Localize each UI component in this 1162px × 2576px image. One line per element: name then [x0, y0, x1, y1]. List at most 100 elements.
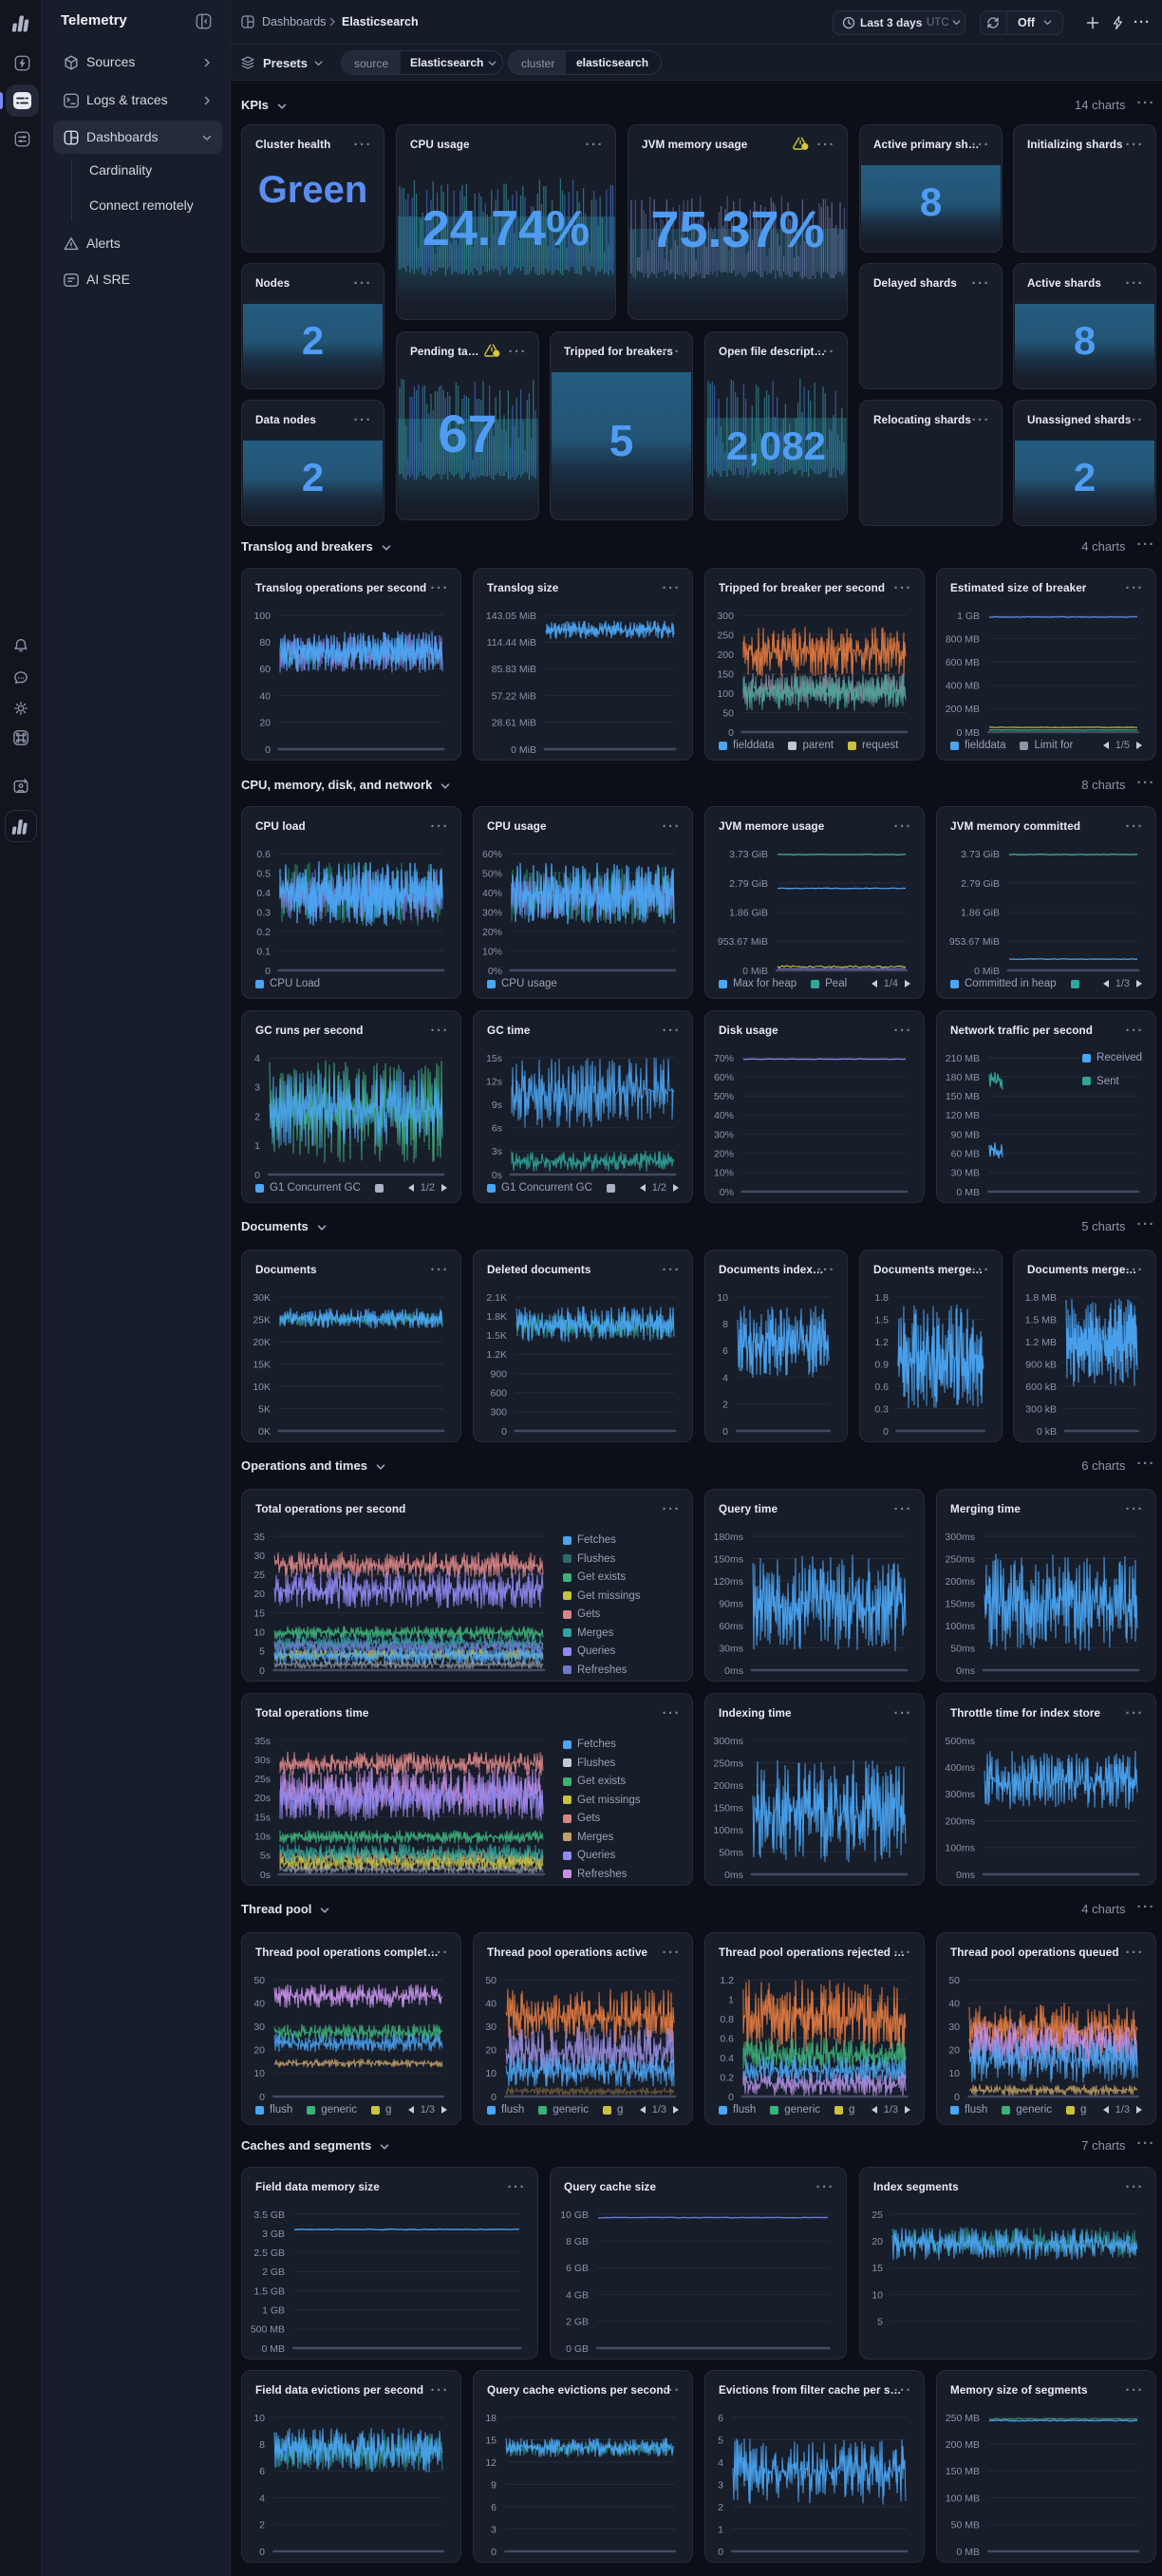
svg-text:60%: 60%	[714, 1072, 734, 1083]
svg-text:0.2: 0.2	[720, 2072, 734, 2083]
svg-text:30s: 30s	[254, 1755, 271, 1766]
svg-text:200: 200	[717, 649, 734, 661]
svg-text:0 MB: 0 MB	[261, 2343, 285, 2355]
svg-text:20%: 20%	[482, 927, 502, 938]
svg-text:5s: 5s	[260, 1851, 271, 1862]
svg-text:12: 12	[485, 2457, 497, 2469]
svg-text:0: 0	[259, 2547, 265, 2558]
svg-text:1.2: 1.2	[874, 1337, 889, 1348]
svg-text:30: 30	[253, 1551, 265, 1562]
svg-text:0.3: 0.3	[256, 907, 271, 918]
svg-text:35: 35	[253, 1532, 265, 1543]
svg-text:2.1K: 2.1K	[486, 1292, 507, 1304]
svg-text:0: 0	[265, 966, 271, 977]
svg-text:150: 150	[717, 668, 734, 680]
svg-text:30: 30	[485, 2021, 497, 2033]
svg-text:30%: 30%	[714, 1129, 734, 1140]
svg-text:250 MB: 250 MB	[946, 2413, 980, 2424]
svg-text:0s: 0s	[260, 1870, 271, 1881]
svg-text:3.73 GiB: 3.73 GiB	[961, 849, 1000, 860]
svg-text:40: 40	[485, 1998, 497, 2009]
svg-text:20: 20	[485, 2045, 497, 2057]
svg-text:0: 0	[728, 2092, 734, 2103]
svg-text:6: 6	[491, 2502, 497, 2513]
svg-text:150ms: 150ms	[713, 1802, 743, 1814]
svg-text:40%: 40%	[482, 888, 502, 899]
svg-text:1 GB: 1 GB	[262, 2305, 285, 2317]
svg-text:10 GB: 10 GB	[560, 2209, 589, 2221]
svg-text:25s: 25s	[254, 1774, 271, 1785]
svg-text:8 GB: 8 GB	[566, 2236, 589, 2247]
svg-text:143.05 MiB: 143.05 MiB	[486, 611, 536, 622]
svg-text:250ms: 250ms	[713, 1758, 743, 1769]
svg-text:2: 2	[254, 1111, 260, 1122]
svg-text:15K: 15K	[253, 1359, 271, 1370]
svg-text:90ms: 90ms	[719, 1598, 743, 1609]
svg-text:20: 20	[259, 718, 271, 729]
svg-text:100: 100	[253, 611, 271, 622]
svg-text:600: 600	[490, 1388, 507, 1400]
svg-text:300 kB: 300 kB	[1025, 1403, 1057, 1415]
svg-text:180ms: 180ms	[713, 1532, 743, 1543]
svg-text:0: 0	[728, 727, 734, 739]
svg-text:600 kB: 600 kB	[1025, 1382, 1057, 1393]
svg-text:0: 0	[718, 2547, 723, 2558]
svg-text:30%: 30%	[482, 907, 502, 918]
svg-text:200 MB: 200 MB	[946, 704, 980, 715]
svg-text:10K: 10K	[253, 1382, 271, 1393]
svg-text:800 MB: 800 MB	[946, 633, 980, 645]
svg-text:5: 5	[259, 1646, 265, 1658]
svg-text:50: 50	[722, 707, 734, 719]
svg-text:3.73 GiB: 3.73 GiB	[729, 849, 768, 860]
svg-text:10: 10	[253, 2413, 265, 2424]
svg-text:1.8K: 1.8K	[486, 1311, 507, 1323]
svg-text:120 MB: 120 MB	[946, 1110, 980, 1121]
svg-text:50: 50	[253, 1975, 265, 1986]
svg-text:1.2 MB: 1.2 MB	[1025, 1337, 1057, 1348]
svg-text:40%: 40%	[714, 1110, 734, 1121]
svg-text:5K: 5K	[258, 1403, 271, 1415]
svg-text:1.2K: 1.2K	[486, 1349, 507, 1361]
svg-text:100ms: 100ms	[945, 1843, 975, 1854]
svg-text:0 MB: 0 MB	[956, 2547, 980, 2558]
svg-text:3 GB: 3 GB	[262, 2228, 285, 2240]
svg-text:2.5 GB: 2.5 GB	[253, 2247, 285, 2259]
svg-text:200ms: 200ms	[945, 1576, 975, 1588]
svg-text:10: 10	[253, 2068, 265, 2079]
svg-text:0 MiB: 0 MiB	[974, 966, 1000, 977]
svg-text:60%: 60%	[482, 849, 502, 860]
svg-text:60 MB: 60 MB	[951, 1149, 980, 1160]
svg-text:0: 0	[491, 2092, 497, 2103]
svg-text:0s: 0s	[492, 1170, 502, 1181]
svg-text:200ms: 200ms	[945, 1815, 975, 1827]
svg-text:0%: 0%	[488, 966, 502, 977]
svg-text:1.2: 1.2	[720, 1975, 734, 1986]
svg-text:30 MB: 30 MB	[951, 1168, 980, 1179]
svg-text:18: 18	[485, 2413, 497, 2424]
svg-text:1: 1	[728, 1994, 734, 2005]
svg-text:2.79 GiB: 2.79 GiB	[961, 878, 1000, 890]
svg-text:20: 20	[253, 2045, 265, 2057]
svg-text:30: 30	[948, 2021, 960, 2033]
svg-text:5: 5	[718, 2435, 723, 2446]
svg-text:0: 0	[265, 744, 271, 756]
svg-text:200 MB: 200 MB	[946, 2439, 980, 2451]
svg-text:0.6: 0.6	[720, 2033, 734, 2044]
svg-text:4: 4	[259, 2492, 265, 2504]
svg-text:300: 300	[490, 1407, 507, 1419]
svg-text:10s: 10s	[254, 1832, 271, 1843]
svg-text:20: 20	[872, 2236, 883, 2247]
svg-text:10: 10	[872, 2289, 883, 2301]
svg-text:0.4: 0.4	[256, 888, 271, 899]
svg-text:150ms: 150ms	[713, 1553, 743, 1565]
svg-text:1.5: 1.5	[874, 1314, 889, 1326]
svg-text:6: 6	[259, 2466, 265, 2477]
svg-text:0.5: 0.5	[256, 868, 271, 879]
svg-text:0 MB: 0 MB	[956, 1187, 980, 1198]
svg-text:1.5 GB: 1.5 GB	[253, 2285, 285, 2297]
svg-text:10: 10	[485, 2068, 497, 2079]
svg-text:10: 10	[948, 2068, 960, 2079]
svg-text:1.5 MB: 1.5 MB	[1025, 1314, 1057, 1326]
svg-text:0: 0	[491, 2547, 497, 2558]
svg-text:953.67 MiB: 953.67 MiB	[718, 936, 768, 948]
